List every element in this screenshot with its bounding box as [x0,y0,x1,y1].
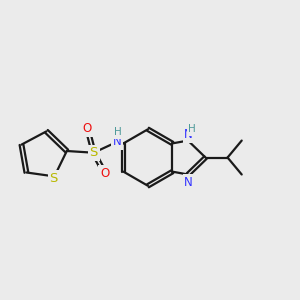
Text: N: N [184,176,193,189]
Text: S: S [89,146,98,159]
Text: H: H [188,124,196,134]
Text: O: O [100,167,109,180]
Text: N: N [184,128,193,141]
Text: N: N [112,136,121,148]
Text: O: O [83,122,92,135]
Text: H: H [114,127,122,137]
Text: S: S [50,172,58,184]
